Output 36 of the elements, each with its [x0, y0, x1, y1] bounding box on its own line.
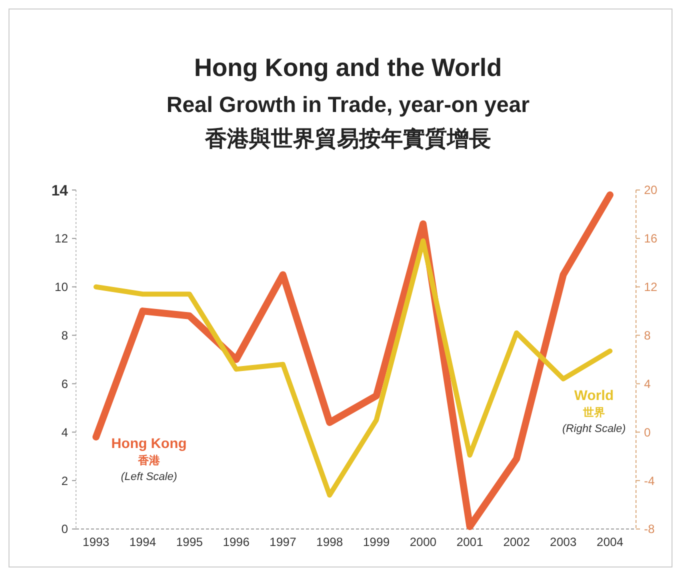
annotation: (Left Scale) [120, 471, 178, 483]
y-tick-label: 4 [61, 425, 68, 440]
annotation: (Right Scale) [562, 423, 626, 435]
x-tick-label: 1995 [176, 535, 204, 549]
x-tick-label: 1999 [363, 535, 390, 549]
y2-tick-label: 4 [644, 376, 651, 391]
y-tick-label: 12 [54, 232, 68, 246]
x-tick-label: 2003 [550, 535, 577, 549]
y2-tick-label: -4 [644, 474, 655, 488]
y-tick-label: 14 [51, 182, 69, 200]
annotation: 世界 [582, 406, 605, 419]
annotation: 香港 [137, 454, 161, 467]
y2-tick-label: 12 [644, 280, 658, 294]
y2-tick-label: 16 [644, 232, 658, 246]
y2-tick-label: 0 [644, 425, 651, 440]
series-label: World [574, 387, 614, 403]
chart-title: Hong Kong and the World [194, 54, 502, 82]
y-tick-label: 8 [61, 328, 68, 342]
y2-tick-label: 20 [644, 183, 658, 198]
x-tick-label: 2000 [410, 535, 437, 549]
y2-tick-label: -8 [644, 522, 655, 536]
x-tick-label: 2001 [456, 535, 484, 549]
x-tick-label: 1996 [222, 535, 250, 549]
series-label: Hong Kong [111, 435, 187, 451]
x-tick-label: 2002 [503, 535, 530, 549]
x-tick-label: 1994 [129, 535, 156, 549]
x-tick-label: 1993 [82, 535, 110, 549]
y-tick-label: 0 [61, 522, 68, 536]
x-tick-label: 2004 [596, 535, 624, 549]
x-tick-label: 1998 [316, 535, 344, 549]
y2-tick-label: 8 [644, 328, 651, 342]
y-tick-label: 6 [61, 376, 68, 391]
chart-subtitle: Real Growth in Trade, year-on year 香港與世界貿易按年實質增長 [166, 92, 530, 151]
y-tick-label: 2 [61, 474, 68, 488]
x-tick-label: 1997 [270, 535, 297, 549]
y-tick-label: 10 [54, 280, 68, 294]
